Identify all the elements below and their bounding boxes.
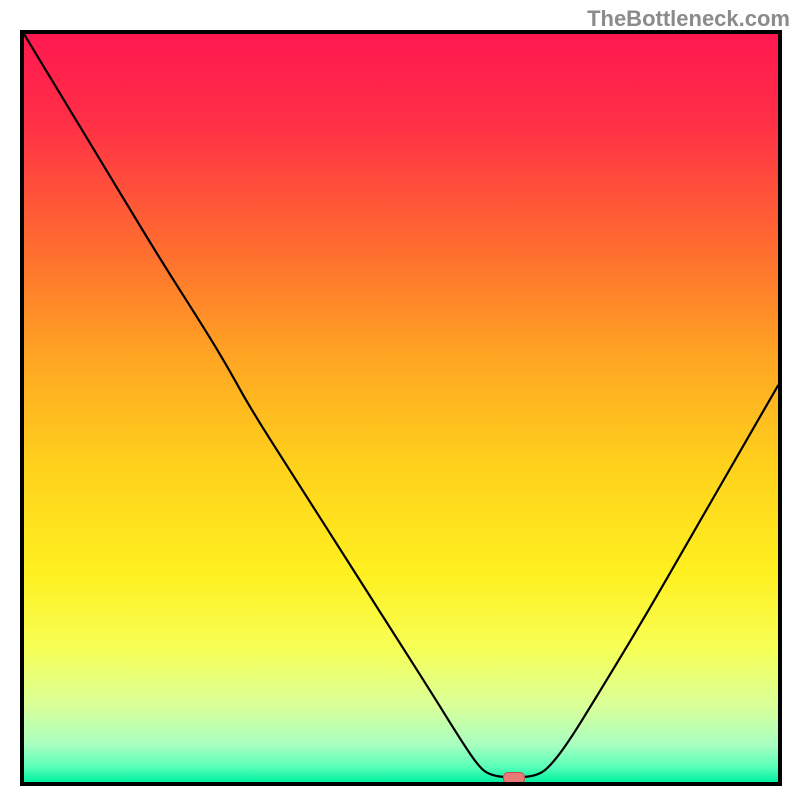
watermark-label: TheBottleneck.com [587, 6, 790, 32]
chart-container: TheBottleneck.com [0, 0, 800, 800]
bottleneck-curve [24, 34, 778, 782]
optimal-point-marker [503, 772, 525, 784]
plot-frame [20, 30, 782, 786]
